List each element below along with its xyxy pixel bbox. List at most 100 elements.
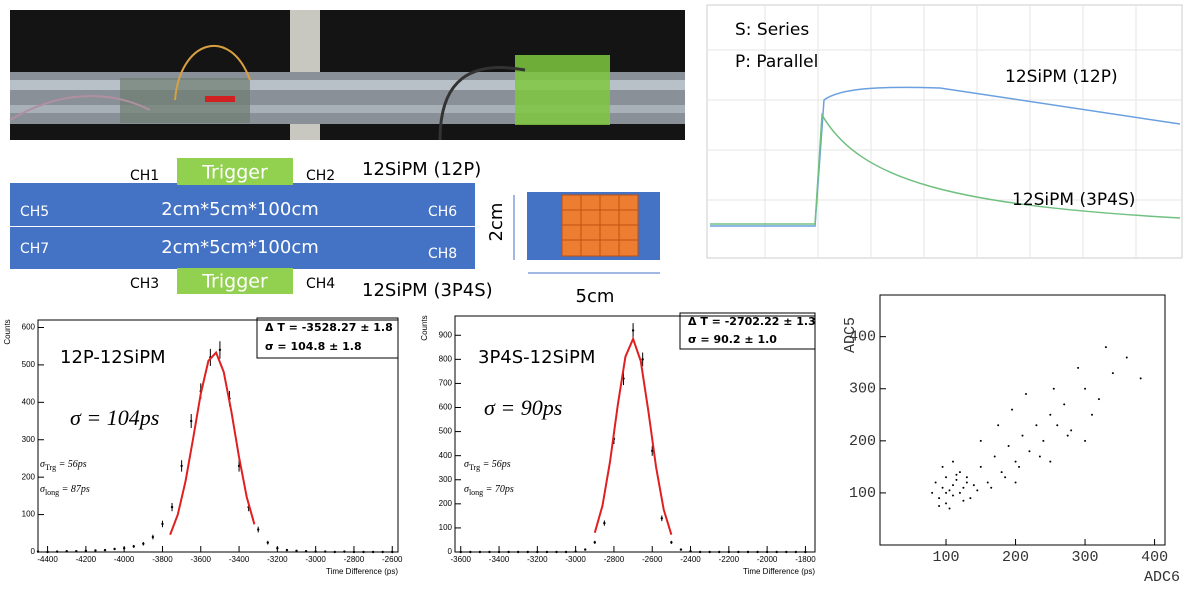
point <box>993 455 996 458</box>
point <box>938 497 941 500</box>
value-text: = 70ps <box>483 484 514 495</box>
data-point <box>555 550 558 554</box>
point <box>1014 460 1017 463</box>
point <box>1018 465 1021 468</box>
point <box>1104 346 1107 349</box>
data-point <box>189 419 193 423</box>
y-tick-label: 700 <box>439 379 453 388</box>
x-tick-label: -2400 <box>680 555 701 564</box>
data-point <box>584 548 587 551</box>
value-text: = 56ps <box>56 459 87 470</box>
x-tick-label: -2600 <box>382 555 403 564</box>
y-tick-label: 300 <box>439 475 453 484</box>
point <box>958 491 961 494</box>
point <box>1042 439 1045 442</box>
data-point <box>391 550 394 554</box>
point <box>1021 434 1024 437</box>
data-point <box>132 545 135 548</box>
data-point <box>459 550 462 554</box>
trace-label: 12SiPM (3P4S) <box>1012 190 1135 210</box>
point <box>945 491 948 494</box>
point <box>951 494 954 497</box>
x-tick-label: -3800 <box>152 555 173 564</box>
plot-frame <box>37 319 399 553</box>
point <box>941 465 944 468</box>
x-tick-label: -1800 <box>795 555 816 564</box>
point <box>1097 398 1100 401</box>
data-point <box>737 550 740 554</box>
plot-frame <box>454 315 816 553</box>
hist-annotations: Δ T = -3528.27 ± 1.8 σ = 104.8 ± 1.8 12P… <box>60 312 816 430</box>
stat: Δ T = -3528.27 ± 1.8 <box>265 321 393 334</box>
point <box>1004 476 1007 479</box>
trigger-label: Trigger <box>201 271 268 293</box>
point <box>986 481 989 484</box>
symbol: σ <box>464 484 470 495</box>
dimension: 2cm <box>486 203 507 242</box>
dimension: 5cm <box>576 286 615 307</box>
data-point <box>765 550 769 554</box>
point <box>948 507 951 510</box>
point <box>955 473 958 476</box>
x-tick-label: -4000 <box>114 555 135 564</box>
sigma: σ = 90ps <box>484 395 562 420</box>
point <box>1070 429 1073 432</box>
data-point <box>113 547 116 551</box>
subscript: long <box>469 488 483 497</box>
fit-curve <box>169 350 256 536</box>
data-point <box>333 550 337 554</box>
symbol: σ <box>40 484 46 495</box>
channel: CH5 <box>20 204 49 220</box>
point <box>1049 413 1052 416</box>
data-point <box>603 521 606 525</box>
point <box>945 476 948 479</box>
data-point <box>285 548 289 552</box>
point <box>1014 481 1017 484</box>
bar-label: 2cm*5cm*100cm <box>161 237 319 258</box>
data-point <box>545 550 549 554</box>
point <box>1038 455 1041 458</box>
x-tick-label: -2200 <box>719 555 740 564</box>
point <box>969 497 972 500</box>
data-point <box>746 550 750 554</box>
data-point <box>794 550 798 554</box>
point <box>934 481 937 484</box>
point <box>965 481 968 484</box>
bar-label: 2cm*5cm*100cm <box>161 199 319 220</box>
point <box>931 491 934 494</box>
sipm-label: 12SiPM (12P) <box>362 159 481 180</box>
point <box>1066 434 1069 437</box>
data-point <box>526 550 529 554</box>
x-tick-label: -2800 <box>604 555 625 564</box>
point <box>979 465 982 468</box>
data-point <box>371 550 375 554</box>
x-axis-label: Time Difference (ps) <box>743 567 815 576</box>
point <box>955 478 958 481</box>
point <box>965 476 968 479</box>
data-point <box>756 550 759 554</box>
data-point <box>257 528 260 531</box>
x-tick-label: -2600 <box>642 555 663 564</box>
data-point <box>497 550 501 554</box>
subscript: Trg <box>469 463 480 472</box>
x-tick-label: -3600 <box>451 555 472 564</box>
point <box>1052 387 1055 390</box>
y-tick-label: 100 <box>22 510 36 519</box>
channel: CH2 <box>306 168 335 184</box>
data-point <box>266 541 269 544</box>
x-axis-label: ADC6 <box>1144 569 1180 586</box>
data-point <box>670 541 673 544</box>
point <box>951 460 954 463</box>
point <box>1084 387 1087 390</box>
y-tick-label: 300 <box>22 435 36 444</box>
sigma-note: σlong = 87ps <box>40 484 90 497</box>
bar <box>10 183 475 226</box>
point <box>1056 424 1059 427</box>
data-point <box>324 550 327 553</box>
x-tick-label: 300 <box>1072 549 1099 566</box>
data-point <box>536 550 539 554</box>
x-tick-label: 200 <box>1002 549 1029 566</box>
data-point <box>593 541 596 544</box>
point <box>1028 450 1031 453</box>
